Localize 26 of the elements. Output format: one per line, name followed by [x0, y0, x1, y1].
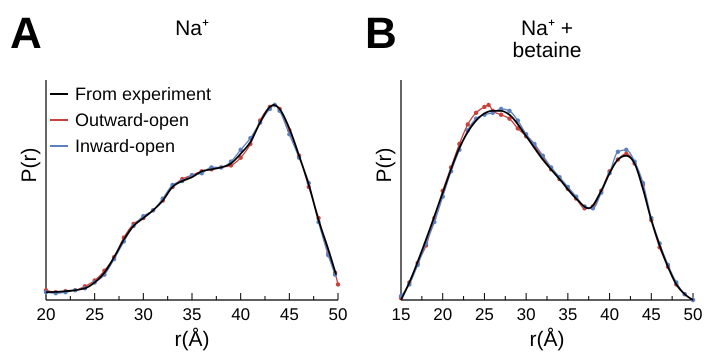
text: A: [10, 9, 42, 58]
x-axis-title: r(Å): [530, 327, 564, 351]
x-tick-label: 50: [328, 305, 348, 324]
x-tick-label: 35: [558, 305, 578, 324]
x-tick-label: 40: [600, 305, 620, 324]
x-tick-label: 25: [474, 305, 494, 324]
x-tick-label: 30: [516, 305, 536, 324]
x-tick-label: 45: [642, 305, 661, 324]
legend-label: From experiment: [75, 84, 212, 104]
x-tick-label: 25: [85, 305, 104, 324]
text: B: [365, 9, 397, 58]
x-tick-label: 35: [182, 305, 202, 324]
legend-label: Inward-open: [75, 136, 176, 156]
x-tick-label: 30: [134, 305, 153, 324]
y-axis-title: P(r): [373, 148, 396, 182]
x-tick-label: 45: [280, 305, 299, 324]
chart-title: Na⁺: [175, 17, 209, 40]
x-tick-label: 50: [684, 305, 702, 324]
legend-label: Outward-open: [75, 110, 190, 130]
chart-title: Na⁺ + betaine: [512, 17, 582, 62]
y-axis-title: P(r): [18, 148, 41, 182]
x-tick-label: 40: [231, 305, 250, 324]
x-tick-label: 15: [392, 305, 410, 324]
x-axis-title: r(Å): [174, 327, 210, 351]
x-tick-label: 20: [36, 305, 56, 324]
x-tick-label: 20: [433, 305, 452, 324]
